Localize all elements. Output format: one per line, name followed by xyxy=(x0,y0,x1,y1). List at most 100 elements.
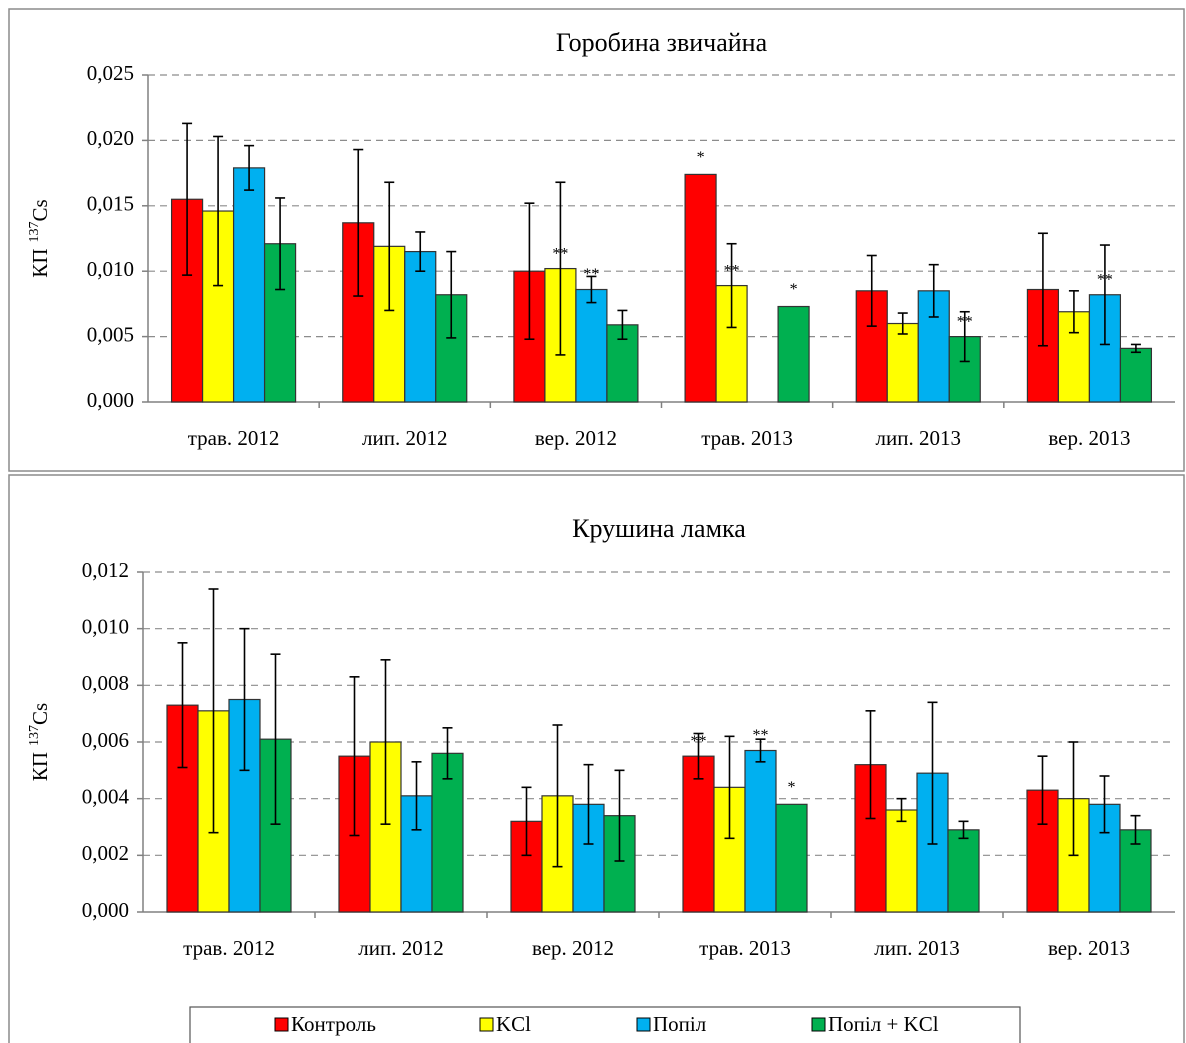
y-label-superscript: 137 xyxy=(27,222,42,243)
error-bar xyxy=(897,312,908,335)
error-bar xyxy=(958,820,969,840)
y-tick-label: 0,012 xyxy=(82,558,129,582)
error-bar xyxy=(270,653,281,825)
error-bar xyxy=(726,242,737,329)
y-tick-label: 0,000 xyxy=(82,898,129,922)
significance-mark: * xyxy=(790,281,798,298)
legend-frame xyxy=(189,1006,1021,1043)
error-bar xyxy=(415,231,426,273)
error-bar xyxy=(1037,755,1048,825)
error-bar xyxy=(411,761,422,831)
error-bar xyxy=(1099,244,1110,346)
y-tick-label: 0,015 xyxy=(87,192,134,216)
bar xyxy=(431,752,464,913)
y-tick-label: 0,010 xyxy=(82,614,129,638)
error-bar xyxy=(239,627,250,772)
y-tick-label: 0,025 xyxy=(87,61,134,85)
significance-mark: * xyxy=(697,149,705,166)
panel-frame xyxy=(8,8,1185,472)
y-tick-label: 0,004 xyxy=(82,784,130,808)
legend-label: KCl xyxy=(496,1012,531,1036)
error-bar xyxy=(1037,232,1048,347)
panel-frame xyxy=(8,474,1185,1043)
x-tick-label: вер. 2013 xyxy=(1048,936,1130,960)
error-bar xyxy=(353,148,364,297)
legend-swatch xyxy=(274,1017,289,1032)
x-tick-label: лип. 2013 xyxy=(874,936,959,960)
x-tick-label: лип. 2012 xyxy=(362,426,447,450)
error-bar xyxy=(724,735,735,840)
x-tick-label: трав. 2013 xyxy=(699,936,791,960)
bar xyxy=(684,173,717,403)
error-bar xyxy=(1130,343,1141,354)
x-tick-label: вер. 2012 xyxy=(535,426,617,450)
error-bar xyxy=(521,786,532,857)
bar xyxy=(682,755,715,913)
y-tick-label: 0,000 xyxy=(87,388,134,412)
significance-mark: ** xyxy=(957,313,973,330)
bar xyxy=(947,829,980,913)
bar xyxy=(885,809,918,913)
bar xyxy=(886,322,919,403)
x-tick-label: трав. 2012 xyxy=(183,936,275,960)
bar xyxy=(777,305,810,403)
y-axis-label: КП 137Cs xyxy=(27,199,52,277)
legend-swatch xyxy=(811,1017,826,1032)
y-label-element: Cs xyxy=(28,703,52,725)
error-bar xyxy=(755,738,766,763)
y-tick-label: 0,008 xyxy=(82,671,129,695)
error-bar xyxy=(617,309,628,341)
error-bar xyxy=(182,122,193,276)
chart-title: Крушина ламка xyxy=(572,514,746,543)
error-bar xyxy=(213,135,224,287)
error-bar xyxy=(446,250,457,339)
legend-swatch xyxy=(479,1017,494,1032)
y-tick-label: 0,002 xyxy=(82,841,129,865)
y-label-text: КП xyxy=(28,249,52,278)
error-bar xyxy=(275,197,286,291)
y-label-element: Cs xyxy=(28,199,52,221)
error-bar xyxy=(959,310,970,363)
significance-mark: ** xyxy=(753,727,769,744)
bar xyxy=(575,288,608,403)
error-bar xyxy=(442,727,453,780)
significance-mark: ** xyxy=(552,245,568,262)
error-bar xyxy=(524,202,535,341)
error-bar xyxy=(866,254,877,327)
y-label-superscript: 137 xyxy=(27,725,42,746)
x-tick-label: лип. 2013 xyxy=(876,426,961,450)
error-bar xyxy=(349,676,360,837)
error-bar xyxy=(1130,814,1141,845)
x-tick-label: лип. 2012 xyxy=(358,936,443,960)
x-tick-label: трав. 2013 xyxy=(701,426,793,450)
bar xyxy=(404,250,437,403)
chart-title: Горобина звичайна xyxy=(556,28,768,57)
significance-mark: ** xyxy=(1097,271,1113,288)
error-bar xyxy=(380,659,391,825)
legend-label: Контроль xyxy=(291,1012,376,1036)
error-bar xyxy=(208,588,219,834)
y-tick-label: 0,005 xyxy=(87,322,134,346)
error-bar xyxy=(927,701,938,845)
error-bar xyxy=(1068,741,1079,857)
error-bar xyxy=(177,642,188,769)
x-tick-label: вер. 2012 xyxy=(532,936,614,960)
error-bar xyxy=(244,144,255,191)
x-tick-label: вер. 2013 xyxy=(1048,426,1130,450)
error-bar xyxy=(896,797,907,823)
legend-label: Попіл + KCl xyxy=(828,1012,939,1036)
error-bar xyxy=(552,724,563,868)
legend-swatch xyxy=(636,1017,651,1032)
error-bar xyxy=(384,181,395,312)
error-bar xyxy=(1099,775,1110,834)
error-bar xyxy=(583,763,594,845)
significance-mark: ** xyxy=(724,262,740,279)
significance-mark: * xyxy=(788,779,796,796)
error-bar xyxy=(693,732,704,780)
bar xyxy=(1119,347,1153,403)
error-bar xyxy=(928,263,939,318)
error-bar xyxy=(1068,290,1079,334)
error-bar xyxy=(865,710,876,820)
significance-mark: ** xyxy=(583,266,599,283)
